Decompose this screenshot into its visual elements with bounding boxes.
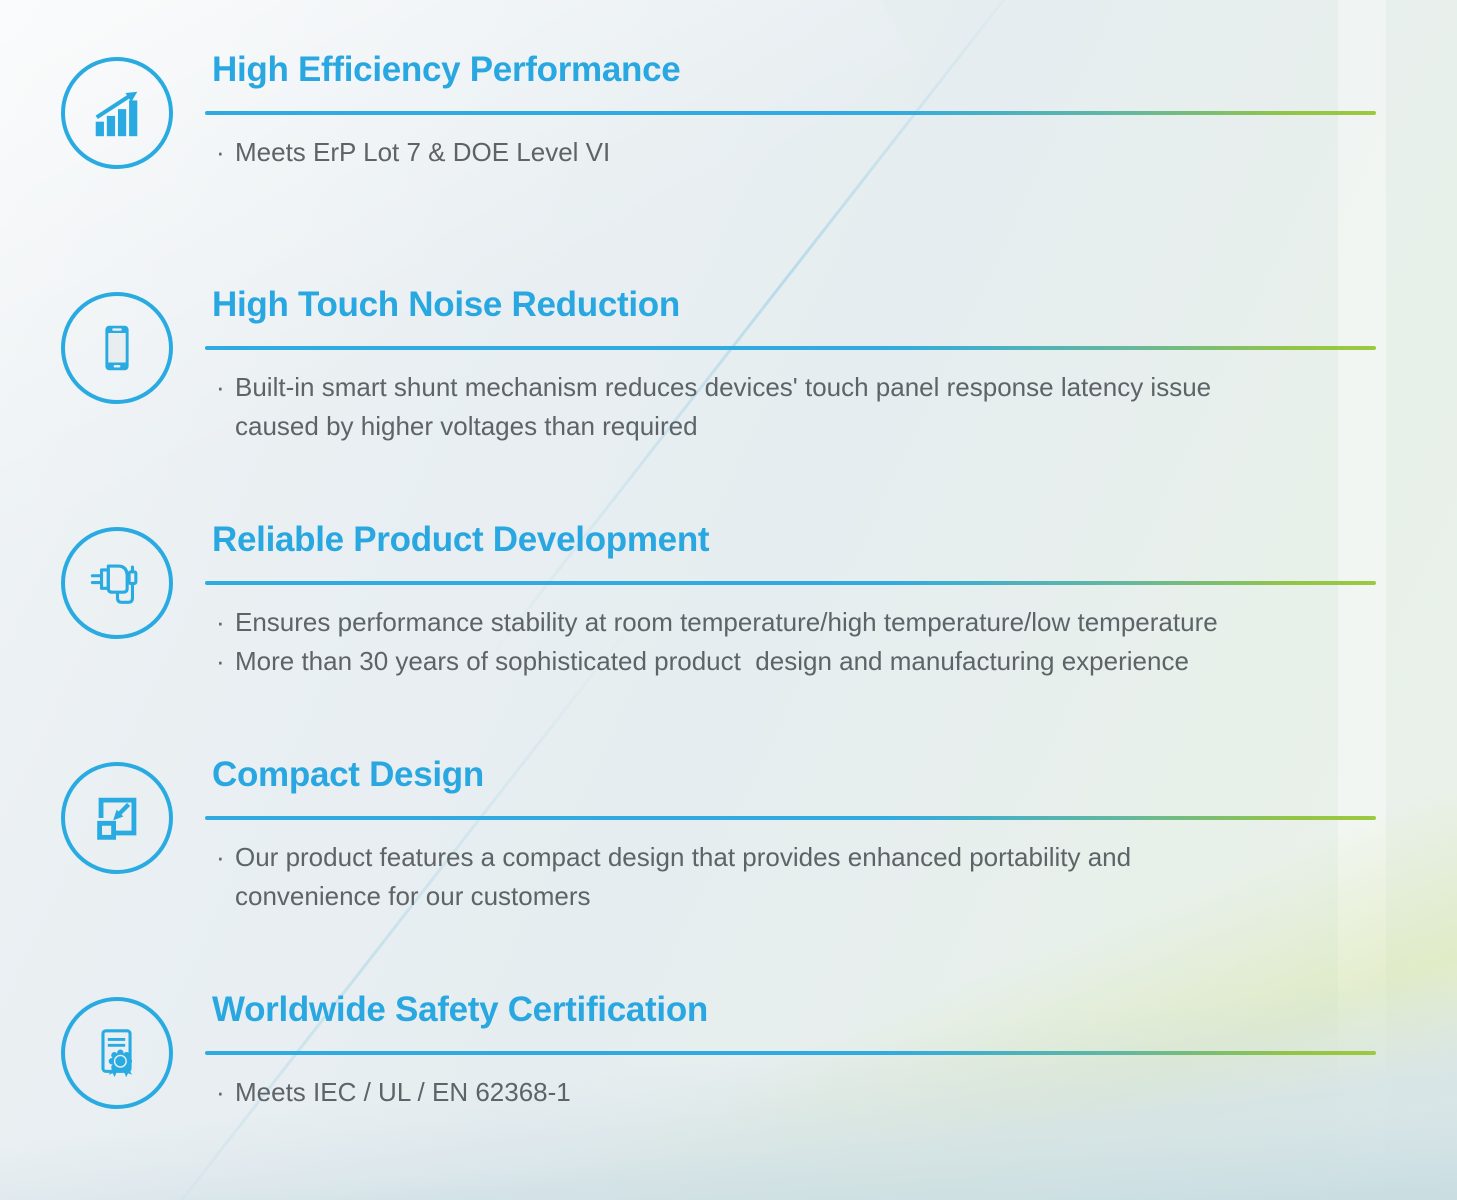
bullet-dot: · xyxy=(216,607,225,637)
feature-bullet-list: · Our product features a compact design … xyxy=(214,838,1457,916)
feature-bullet: · Built-in smart shunt mechanism reduces… xyxy=(214,368,1457,446)
compact-resize-icon xyxy=(97,797,137,840)
feature-bullet: · Ensures performance stability at room … xyxy=(214,603,1457,642)
feature-title: Compact Design xyxy=(212,755,484,794)
feature-bullet-list: · Meets IEC / UL / EN 62368-1 xyxy=(214,1073,1457,1112)
feature-title: High Efficiency Performance xyxy=(212,50,681,89)
feature-title: Worldwide Safety Certification xyxy=(212,990,708,1029)
feature-icon-circle xyxy=(61,762,173,874)
feature-bullet: · Meets IEC / UL / EN 62368-1 xyxy=(214,1073,1457,1112)
feature-bullet-list: · Meets ErP Lot 7 & DOE Level VI xyxy=(214,133,1457,172)
heading-underline xyxy=(205,111,1376,115)
heading-underline xyxy=(205,346,1376,350)
heading-underline xyxy=(205,816,1376,820)
smartphone-icon xyxy=(105,325,129,371)
feature-bullet-list: · Ensures performance stability at room … xyxy=(214,603,1457,681)
bullet-dot: · xyxy=(216,372,225,402)
heading-underline xyxy=(205,1051,1376,1055)
feature-icon-circle xyxy=(61,527,173,639)
feature-icon-circle xyxy=(61,292,173,404)
feature-bullet: · Our product features a compact design … xyxy=(214,838,1457,916)
feature-bullet: · Meets ErP Lot 7 & DOE Level VI xyxy=(214,133,1457,172)
power-adapter-icon xyxy=(90,564,138,604)
bullet-dot: · xyxy=(216,842,225,872)
feature-icon-circle xyxy=(61,997,173,1109)
feature-title: High Touch Noise Reduction xyxy=(212,285,680,324)
bullet-dot: · xyxy=(216,137,225,167)
feature-bullet-list: · Built-in smart shunt mechanism reduces… xyxy=(214,368,1457,446)
bar-chart-growth-icon xyxy=(95,91,138,137)
bullet-dot: · xyxy=(216,646,225,676)
feature-icon-circle xyxy=(61,57,173,169)
feature-bullet: · More than 30 years of sophisticated pr… xyxy=(214,642,1457,681)
heading-underline xyxy=(205,581,1376,585)
certificate-icon xyxy=(101,1029,133,1078)
bullet-dot: · xyxy=(216,1077,225,1107)
feature-title: Reliable Product Development xyxy=(212,520,710,559)
